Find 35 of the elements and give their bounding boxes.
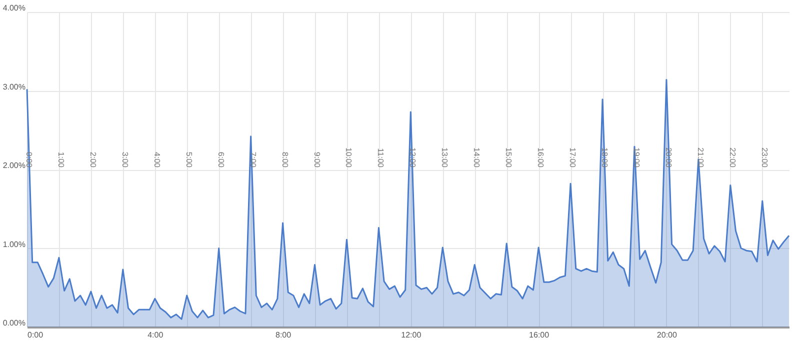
y-tick-label: 1.00% <box>2 240 26 249</box>
x2-tick-label: 13:00 <box>440 147 450 168</box>
x2-tick-label: 17:00 <box>568 147 578 168</box>
x-tick-label: 8:00 <box>275 330 292 340</box>
x2-tick-label: 2:00 <box>88 152 98 168</box>
x2-tick-label: 21:00 <box>696 147 705 168</box>
x2-tick-label: 6:00 <box>216 152 226 168</box>
x2-tick-label: 22:00 <box>728 147 737 168</box>
x-tick-label: 16:00 <box>529 330 550 340</box>
x2-tick-label: 9:00 <box>312 152 322 168</box>
x-tick-label: 0:00 <box>28 330 44 340</box>
x-tick-label: 12:00 <box>401 330 422 340</box>
x2-tick-label: 15:00 <box>504 147 514 168</box>
x2-tick-label: 23:00 <box>760 147 769 168</box>
y-tick-label: 4.00% <box>2 4 26 12</box>
y-tick-label: 0.00% <box>2 318 26 328</box>
x2-tick-label: 7:00 <box>248 152 258 168</box>
x2-tick-label: 0:00 <box>24 152 34 168</box>
x2-tick-label: 10:00 <box>344 147 354 168</box>
y-tick-label: 3.00% <box>2 82 26 92</box>
x2-tick-label: 4:00 <box>152 152 162 168</box>
x2-tick-label: 19:00 <box>632 147 641 168</box>
y-tick-label: 2.00% <box>2 161 26 170</box>
x2-tick-label: 11:00 <box>376 148 386 168</box>
x2-tick-label: 5:00 <box>184 152 194 168</box>
x2-tick-label: 3:00 <box>120 152 130 168</box>
x2-tick-label: 14:00 <box>472 147 482 168</box>
x2-tick-label: 12:00 <box>408 147 418 168</box>
x2-tick-label: 1:00 <box>56 152 66 168</box>
x2-tick-label: 16:00 <box>536 147 546 168</box>
x2-tick-label: 20:00 <box>664 147 673 168</box>
x-tick-label: 4:00 <box>148 330 164 340</box>
x2-tick-label: 18:00 <box>600 147 610 168</box>
x-tick-label: 20:00 <box>656 330 678 340</box>
x2-tick-label: 8:00 <box>280 152 290 168</box>
